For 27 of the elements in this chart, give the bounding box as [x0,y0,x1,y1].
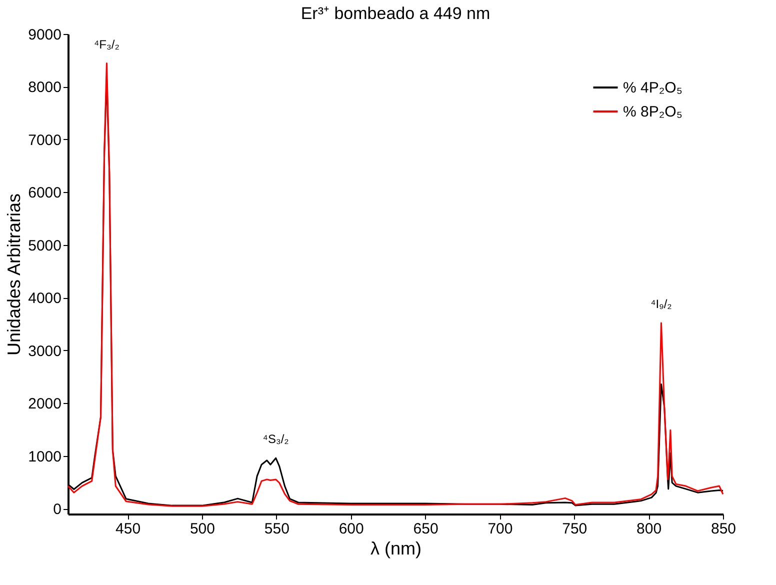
x-tick-label: 850 [710,520,736,538]
x-axis-title: λ (nm) [370,538,422,558]
x-tick-label: 700 [488,520,513,538]
annotation: ⁴S₃/₂ [262,432,290,446]
legend-label: % 8P₂O₅ [623,104,682,120]
y-tick-label: 5000 [28,237,62,254]
x-tick-label: 600 [338,520,364,538]
y-tick-label: 6000 [28,184,62,202]
y-axis-title: Unidades Arbitrarias [4,193,24,356]
annotation: ⁴F₃/₂ [94,37,120,52]
y-tick-label: 0 [53,501,62,518]
y-tick-label: 3000 [28,342,62,360]
y-tick-label: 9000 [28,26,62,44]
y-tick-label: 8000 [28,79,62,96]
chart-title: Er³⁺ bombeado a 449 nm [300,4,490,23]
x-tick-label: 500 [190,520,215,538]
y-tick-label: 7000 [28,132,62,149]
annotation: ⁴I₉/₂ [650,297,672,312]
x-tick-label: 650 [413,520,438,538]
y-tick-label: 4000 [28,290,62,308]
y-tick-label: 2000 [28,396,62,413]
x-tick-label: 750 [562,520,588,538]
x-tick-label: 450 [116,520,141,538]
x-tick-label: 550 [264,520,290,538]
legend-label: % 4P₂O₅ [623,80,682,96]
x-tick-label: 800 [636,520,662,538]
y-tick-label: 1000 [28,448,62,466]
